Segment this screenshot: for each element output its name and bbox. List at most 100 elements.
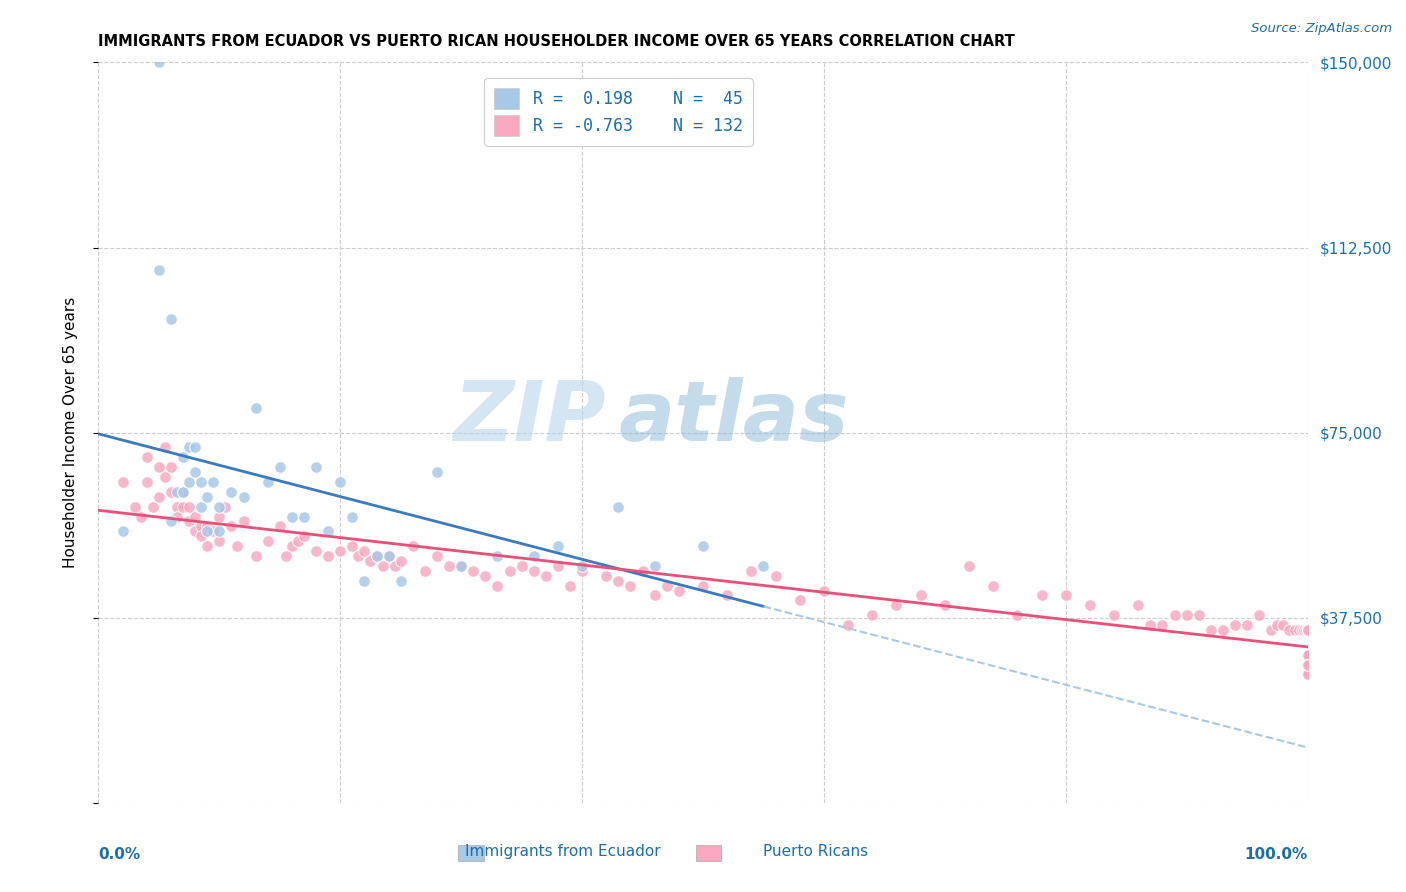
Point — [486, 549, 509, 563]
Text: ZIP: ZIP — [454, 377, 606, 458]
Point — [1163, 608, 1185, 623]
Point — [256, 475, 278, 489]
Point — [740, 564, 762, 578]
Point — [547, 558, 569, 573]
Point — [195, 539, 218, 553]
Point — [1296, 657, 1319, 672]
Point — [1296, 623, 1319, 637]
Point — [366, 549, 388, 563]
Point — [957, 558, 980, 573]
Point — [450, 558, 472, 573]
Point — [813, 583, 835, 598]
Point — [463, 564, 485, 578]
Point — [1296, 657, 1319, 672]
Point — [534, 568, 557, 582]
Point — [179, 475, 201, 489]
Point — [692, 539, 714, 553]
Point — [190, 529, 212, 543]
Point — [1278, 623, 1301, 637]
Point — [316, 524, 339, 539]
Point — [1139, 618, 1161, 632]
Point — [226, 539, 249, 553]
Point — [1291, 623, 1313, 637]
Point — [426, 465, 449, 479]
Point — [287, 534, 309, 549]
Point — [190, 519, 212, 533]
Text: 0.0%: 0.0% — [98, 847, 141, 863]
Point — [329, 475, 352, 489]
Point — [366, 549, 388, 563]
Point — [1288, 623, 1310, 637]
Point — [166, 484, 188, 499]
Legend: R =  0.198    N =  45, R = -0.763    N = 132: R = 0.198 N = 45, R = -0.763 N = 132 — [484, 78, 752, 145]
Point — [153, 470, 176, 484]
Point — [160, 484, 183, 499]
Point — [523, 564, 546, 578]
Point — [1054, 589, 1077, 603]
Point — [498, 564, 520, 578]
Point — [631, 564, 654, 578]
Point — [347, 549, 370, 563]
Point — [353, 574, 375, 588]
Point — [172, 484, 194, 499]
Point — [184, 509, 207, 524]
Point — [179, 515, 201, 529]
Point — [111, 475, 134, 489]
Point — [510, 558, 533, 573]
Point — [208, 524, 231, 539]
Point — [221, 484, 243, 499]
Point — [214, 500, 236, 514]
Point — [166, 509, 188, 524]
Point — [1212, 623, 1234, 637]
Point — [1296, 623, 1319, 637]
Point — [202, 475, 225, 489]
Point — [1296, 657, 1319, 672]
Point — [1296, 657, 1319, 672]
Point — [1296, 667, 1319, 681]
FancyBboxPatch shape — [458, 845, 484, 861]
Point — [208, 534, 231, 549]
Point — [523, 549, 546, 563]
Point — [1296, 623, 1319, 637]
Point — [184, 465, 207, 479]
Text: Immigrants from Ecuador: Immigrants from Ecuador — [464, 845, 661, 859]
Point — [135, 475, 157, 489]
Point — [1128, 599, 1150, 613]
Point — [245, 401, 267, 415]
Point — [619, 579, 641, 593]
Point — [1152, 618, 1174, 632]
Point — [886, 599, 908, 613]
Point — [1296, 667, 1319, 681]
Point — [148, 262, 170, 277]
Point — [1223, 618, 1246, 632]
Point — [232, 515, 254, 529]
Point — [607, 574, 630, 588]
Point — [1102, 608, 1125, 623]
Point — [571, 558, 593, 573]
Point — [377, 549, 399, 563]
Text: atlas: atlas — [619, 377, 849, 458]
Point — [1296, 657, 1319, 672]
Point — [1296, 667, 1319, 681]
Point — [329, 544, 352, 558]
Point — [129, 509, 152, 524]
Point — [1267, 618, 1289, 632]
Point — [292, 529, 315, 543]
Point — [184, 524, 207, 539]
Point — [1296, 657, 1319, 672]
Point — [389, 574, 412, 588]
Point — [148, 55, 170, 70]
Point — [595, 568, 617, 582]
Point — [910, 589, 932, 603]
Point — [571, 564, 593, 578]
Point — [148, 490, 170, 504]
Point — [1007, 608, 1029, 623]
Point — [292, 509, 315, 524]
Point — [1284, 623, 1306, 637]
Point — [1296, 648, 1319, 662]
Point — [195, 519, 218, 533]
Point — [179, 500, 201, 514]
Point — [789, 593, 811, 607]
Point — [765, 568, 787, 582]
Point — [426, 549, 449, 563]
